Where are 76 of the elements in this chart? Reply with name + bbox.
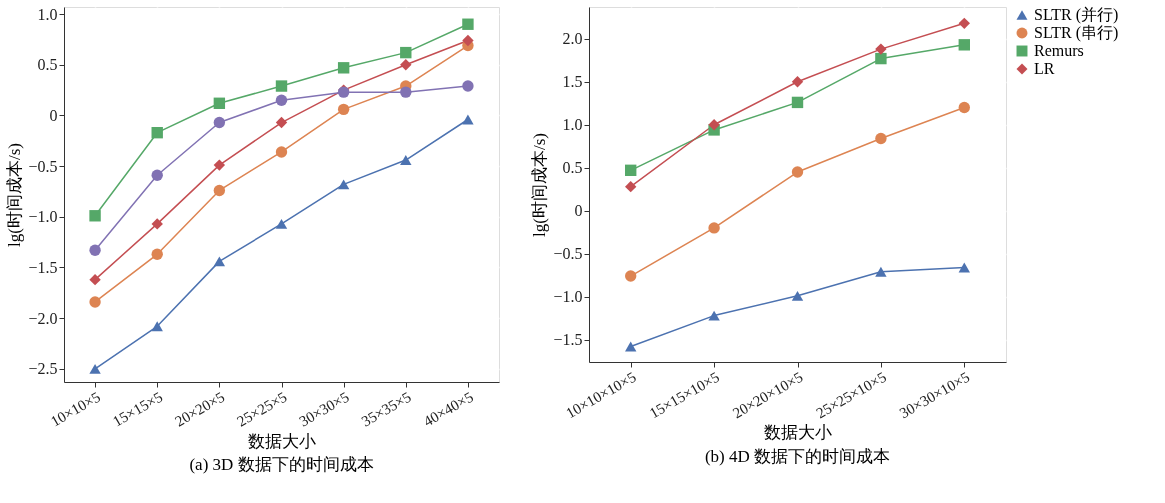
- legend-label: LR: [1034, 60, 1055, 77]
- y-tick-label: 1.5: [562, 73, 583, 91]
- point: [89, 210, 101, 222]
- point: [275, 218, 288, 229]
- point: [275, 80, 288, 92]
- y-tick-label: −0.5: [553, 245, 583, 263]
- y-tick-label: −2.5: [28, 360, 58, 378]
- y-tick-label: 0: [49, 106, 58, 124]
- point: [625, 180, 637, 193]
- point: [337, 179, 350, 190]
- point: [708, 310, 720, 321]
- text: (b) 4D 数据下的时间成本: [704, 446, 891, 466]
- point: [462, 34, 474, 47]
- point: [791, 96, 804, 109]
- point: [625, 341, 637, 352]
- point: [275, 116, 288, 129]
- y-tick-label: 0.5: [562, 159, 583, 177]
- point: [151, 248, 163, 260]
- y-tick-label: −1.5: [28, 258, 58, 276]
- point: [462, 18, 474, 30]
- text: (a) 3D 数据下的时间成本: [189, 455, 374, 475]
- point: [708, 222, 720, 234]
- y-tick-label: −2.0: [28, 309, 58, 327]
- point: [89, 363, 101, 374]
- point: [625, 164, 637, 177]
- legend-label: SLTR (并行): [1034, 6, 1119, 24]
- point: [89, 244, 101, 256]
- y-tick-label: 1.0: [562, 116, 583, 134]
- point: [958, 262, 970, 273]
- y-tick-label: −1.5: [553, 331, 583, 349]
- point: [400, 86, 412, 98]
- point: [958, 17, 970, 30]
- point: [875, 52, 887, 65]
- point: [213, 256, 226, 267]
- point: [151, 218, 163, 230]
- point: [213, 116, 226, 129]
- point: [462, 80, 474, 92]
- point: [875, 266, 887, 277]
- point: [213, 159, 226, 171]
- point: [400, 59, 412, 71]
- y-tick-label: 2.0: [562, 30, 583, 48]
- point: [791, 76, 804, 88]
- point: [958, 101, 970, 114]
- x-axis-title: 数据大小: [764, 423, 832, 443]
- point: [151, 169, 163, 181]
- point: [625, 270, 637, 282]
- y-axis-title: lg(时间成本/s): [530, 133, 550, 237]
- point: [875, 132, 887, 145]
- point: [958, 39, 970, 51]
- point: [213, 184, 226, 197]
- legend-label: SLTR (串行): [1034, 24, 1119, 42]
- point: [791, 166, 804, 178]
- y-tick-label: 0.5: [37, 56, 58, 74]
- y-tick-label: −0.5: [28, 157, 58, 175]
- point: [791, 290, 804, 301]
- y-axis-title: lg(时间成本/s): [5, 143, 25, 247]
- point: [462, 114, 474, 125]
- point: [400, 155, 412, 165]
- point: [89, 273, 101, 286]
- y-tick-label: −1.0: [553, 288, 583, 306]
- point: [337, 62, 350, 74]
- point: [400, 46, 412, 59]
- point: [275, 94, 288, 106]
- point: [337, 103, 350, 116]
- point: [151, 126, 163, 139]
- y-tick-label: 0: [574, 202, 583, 220]
- point: [275, 146, 288, 158]
- point: [213, 97, 226, 109]
- y-tick-label: 1.0: [37, 5, 58, 23]
- legend-label: Remurs: [1034, 42, 1084, 59]
- point: [89, 296, 101, 308]
- x-axis-title: 数据大小: [248, 431, 316, 451]
- point: [151, 321, 163, 332]
- y-tick-label: −1.0: [28, 208, 58, 226]
- point: [875, 43, 887, 55]
- point: [708, 119, 720, 131]
